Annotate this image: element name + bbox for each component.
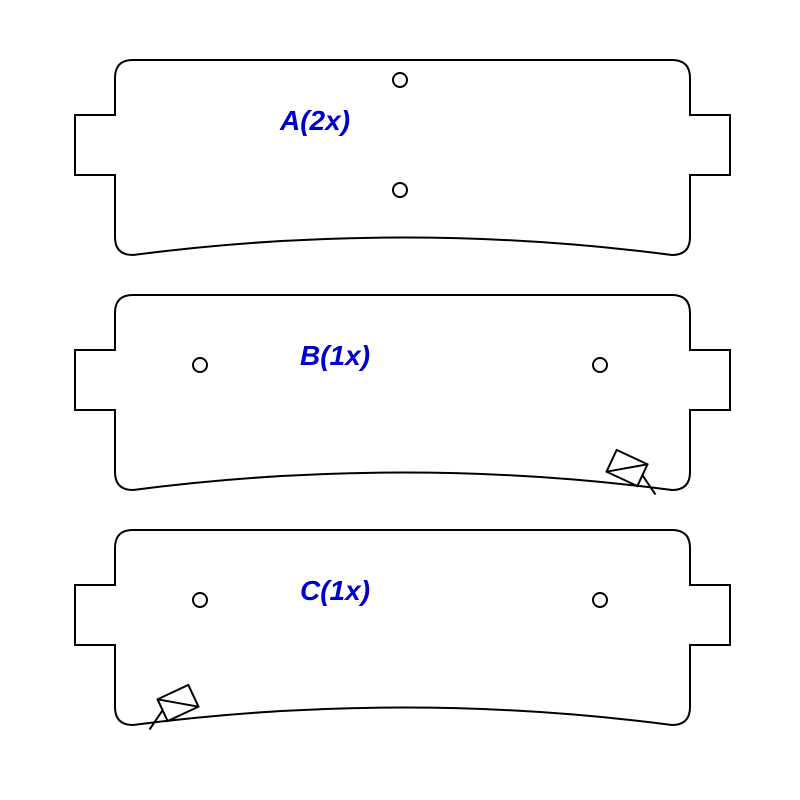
- pad-A-label: A(2x): [279, 105, 350, 136]
- brake-pad-diagram: A(2x) B(1x) C(1x): [0, 0, 800, 800]
- pad-A-top-hole: [393, 73, 407, 87]
- pad-C-label: C(1x): [300, 575, 370, 606]
- pad-B-left-hole: [193, 358, 207, 372]
- pad-C: C(1x): [75, 530, 730, 730]
- pad-C-outline: [75, 530, 730, 725]
- pad-A: A(2x): [75, 60, 730, 255]
- pad-A-bottom-hole: [393, 183, 407, 197]
- pad-A-outline: [75, 60, 730, 255]
- pad-B-label: B(1x): [300, 340, 370, 371]
- pad-C-left-hole: [193, 593, 207, 607]
- pad-C-right-hole: [593, 593, 607, 607]
- pad-B-outline: [75, 295, 730, 490]
- pad-B: B(1x): [75, 295, 730, 495]
- pad-B-right-hole: [593, 358, 607, 372]
